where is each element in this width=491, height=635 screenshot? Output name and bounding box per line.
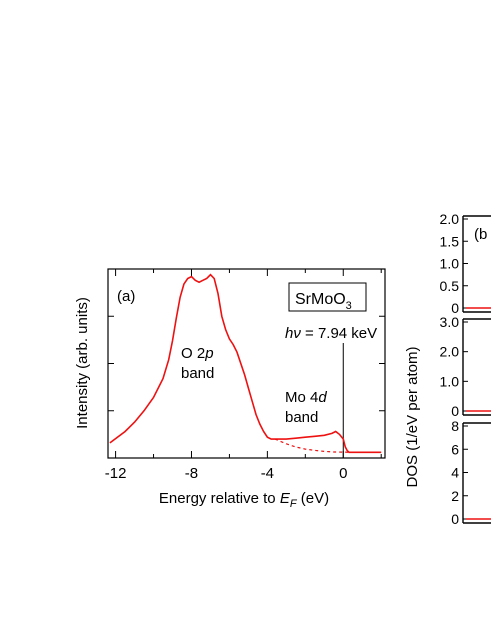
panel-b-y-axis-label: DOS (1/eV per atom) [404, 347, 421, 488]
sample-label: SrMoO3 [295, 291, 352, 312]
panel-a-x-axis-label: Energy relative to EF (eV) [159, 490, 329, 510]
x-tick-label: -4 [261, 465, 274, 482]
background-dashed-line [274, 438, 351, 453]
dos-y-tick-label: 2.0 [440, 211, 460, 227]
panel-b: DOS (1/eV per atom) 0 0.5 1.0 1.5 2.0 0 1.0 2.0… [404, 211, 491, 527]
dos-y-tick-label: 2.0 [440, 344, 460, 360]
dos-y-tick-label: 1.0 [440, 373, 460, 389]
dos-y-tick-label: 0.5 [440, 278, 460, 294]
x-tick-label: 0 [339, 465, 347, 482]
spectrum-solid-line [109, 273, 382, 454]
o2p-band-label-line1: O 2p [181, 345, 214, 362]
x-tick-label: -8 [185, 465, 198, 482]
dos-y-tick-label: 6 [451, 441, 459, 457]
dos-y-tick-label: 0 [451, 300, 459, 316]
o2p-band-label-line2: band [181, 365, 214, 382]
photon-energy-label: hν = 7.94 keV [285, 325, 377, 342]
mo4d-band-label-line1: Mo 4d [285, 389, 327, 406]
panel-a-label: (a) [117, 288, 135, 305]
dos-y-tick-label: 3.0 [440, 314, 460, 330]
dos-y-tick-label: 4 [451, 465, 459, 481]
dos-y-tick-label: 8 [451, 418, 459, 434]
panel-b-label: (b [474, 226, 487, 243]
mo4d-band-label-line2: band [285, 409, 318, 426]
dos-y-tick-label: 1.5 [440, 233, 460, 249]
panel-a: -12 -8 -4 0 (a) SrMoO3 hν = 7.94 keV O 2p b… [74, 268, 386, 510]
sample-label-box [288, 282, 367, 312]
dos-y-tick-label: 2 [451, 488, 459, 504]
x-tick-label: -12 [105, 465, 127, 482]
dos-y-tick-label: 0 [451, 403, 459, 419]
dos-y-tick-label: 0 [451, 511, 459, 527]
dos-y-tick-label: 1.0 [440, 256, 460, 272]
panel-a-y-axis-label: Intensity (arb. units) [74, 297, 91, 429]
